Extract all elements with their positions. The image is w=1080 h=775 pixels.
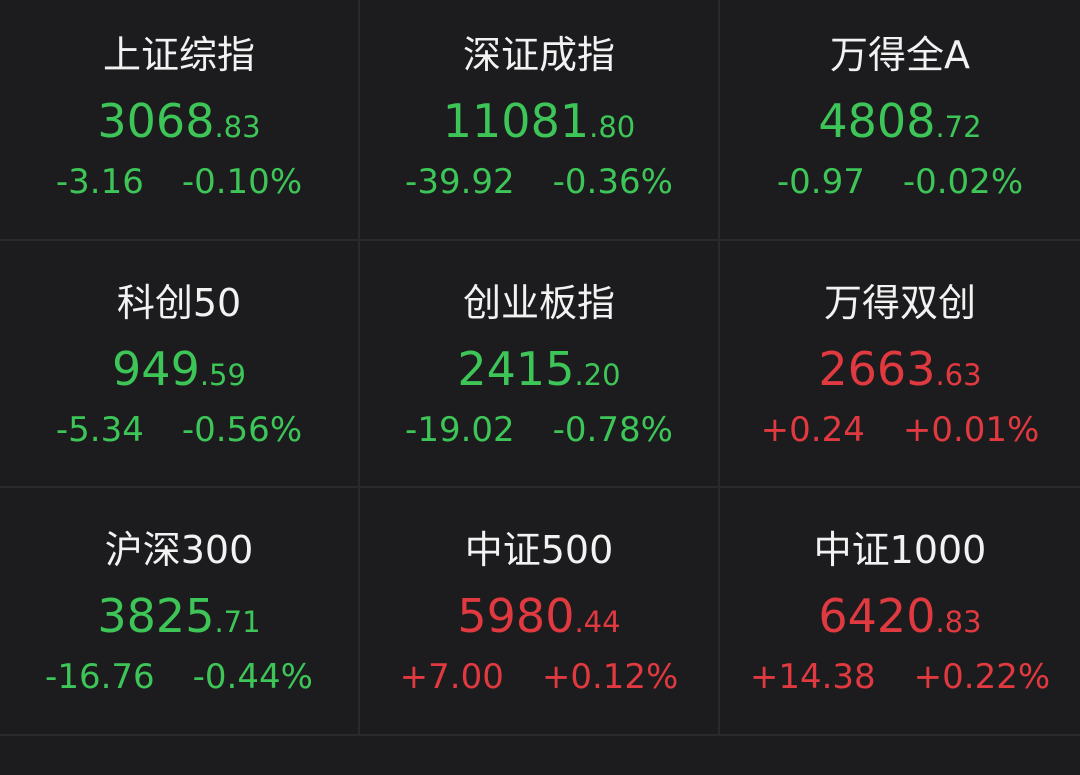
index-value-decimal: .20	[574, 358, 621, 392]
index-change-percent: +0.12%	[541, 657, 679, 697]
index-change: -5.34	[55, 410, 144, 450]
index-changes: -16.76 -0.44%	[0, 659, 358, 695]
index-value: 949.59	[0, 346, 358, 392]
index-name: 科创50	[116, 281, 242, 325]
index-value: 3825.71	[0, 593, 358, 639]
index-change-percent: -0.56%	[181, 410, 303, 450]
index-name: 沪深300	[104, 528, 254, 572]
index-cell[interactable]: 中证1000 6420.83 +14.38 +0.22%	[720, 488, 1080, 736]
index-cell[interactable]: 科创50 949.59 -5.34 -0.56%	[0, 241, 360, 488]
index-changes: +0.24 +0.01%	[720, 412, 1080, 448]
index-change: +14.38	[749, 657, 876, 697]
index-cell[interactable]: 创业板指 2415.20 -19.02 -0.78%	[360, 241, 720, 488]
index-cell[interactable]: 沪深300 3825.71 -16.76 -0.44%	[0, 488, 360, 736]
index-change-percent: -0.10%	[181, 162, 303, 202]
index-changes: -19.02 -0.78%	[360, 412, 718, 448]
index-name: 上证综指	[102, 33, 255, 77]
index-value-decimal: .83	[214, 110, 261, 144]
index-value: 2663.63	[720, 346, 1080, 392]
index-change: -19.02	[405, 410, 515, 450]
index-change: +0.24	[760, 410, 865, 450]
index-value-decimal: .83	[935, 605, 982, 639]
index-change-percent: +0.22%	[913, 657, 1051, 697]
index-name: 万得双创	[823, 281, 976, 325]
index-value: 2415.20	[360, 346, 718, 392]
index-name: 万得全A	[830, 33, 970, 77]
index-changes: -5.34 -0.56%	[0, 412, 358, 448]
index-change-percent: -0.36%	[552, 162, 673, 202]
index-name: 深证成指	[462, 33, 615, 77]
index-change: -16.76	[45, 657, 155, 697]
index-value: 4808.72	[720, 98, 1080, 144]
index-value-integer: 3825	[97, 589, 215, 643]
index-value-integer: 2415	[457, 342, 575, 396]
index-cell[interactable]: 深证成指 11081.80 -39.92 -0.36%	[360, 0, 720, 241]
index-cell[interactable]: 上证综指 3068.83 -3.16 -0.10%	[0, 0, 360, 241]
index-change: -39.92	[405, 162, 515, 202]
index-value-decimal: .44	[574, 605, 621, 639]
index-value-integer: 949	[112, 342, 200, 396]
index-value-decimal: .72	[935, 110, 982, 144]
index-changes: -0.97 -0.02%	[720, 164, 1080, 200]
index-value-integer: 4808	[818, 94, 936, 148]
index-name: 中证500	[464, 528, 614, 572]
index-value-integer: 11081	[442, 94, 590, 148]
index-value-decimal: .71	[214, 605, 261, 639]
index-cell[interactable]: 万得双创 2663.63 +0.24 +0.01%	[720, 241, 1080, 488]
index-cell[interactable]: 中证500 5980.44 +7.00 +0.12%	[360, 488, 720, 736]
index-changes: +14.38 +0.22%	[720, 659, 1080, 695]
index-changes: -3.16 -0.10%	[0, 164, 358, 200]
index-name: 创业板指	[462, 281, 615, 325]
index-value-decimal: .80	[589, 110, 636, 144]
index-value-integer: 6420	[818, 589, 936, 643]
index-name: 中证1000	[813, 528, 987, 572]
index-value-integer: 2663	[818, 342, 936, 396]
index-change-percent: +0.01%	[902, 410, 1040, 450]
index-value: 3068.83	[0, 98, 358, 144]
index-changes: +7.00 +0.12%	[360, 659, 718, 695]
index-cell[interactable]: 万得全A 4808.72 -0.97 -0.02%	[720, 0, 1080, 241]
index-change-percent: -0.02%	[902, 162, 1024, 202]
index-changes: -39.92 -0.36%	[360, 164, 718, 200]
index-grid: 上证综指 3068.83 -3.16 -0.10% 深证成指 11081.80 -3…	[0, 0, 1080, 736]
index-value-integer: 3068	[97, 94, 215, 148]
index-value-decimal: .59	[199, 358, 246, 392]
index-change: -3.16	[55, 162, 144, 202]
index-value: 11081.80	[360, 98, 718, 144]
index-value: 6420.83	[720, 593, 1080, 639]
index-change: -0.97	[776, 162, 865, 202]
index-value-integer: 5980	[457, 589, 575, 643]
index-change-percent: -0.78%	[552, 410, 673, 450]
index-change: +7.00	[399, 657, 504, 697]
index-value: 5980.44	[360, 593, 718, 639]
index-value-decimal: .63	[935, 358, 982, 392]
index-change-percent: -0.44%	[192, 657, 313, 697]
